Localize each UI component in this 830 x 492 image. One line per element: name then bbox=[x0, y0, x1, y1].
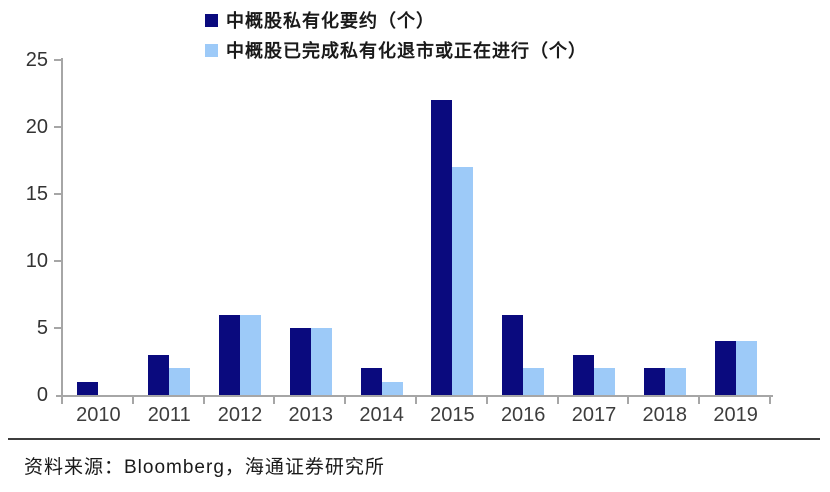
bar-offers-2017 bbox=[573, 354, 594, 395]
bar-completed-2015 bbox=[452, 167, 474, 395]
bar-offers-2019 bbox=[714, 341, 736, 395]
x-tick-label-2013: 2013 bbox=[288, 404, 334, 426]
x-tick-9 bbox=[698, 397, 701, 404]
bar-offers-2018 bbox=[643, 368, 665, 395]
chart-legend: 中概股私有化要约（个） 中概股已完成私有化退市或正在进行（个） bbox=[205, 10, 587, 70]
legend-item-offers: 中概股私有化要约（个） bbox=[205, 10, 587, 32]
y-tick-label-0: 0 bbox=[36, 384, 48, 406]
x-axis-line bbox=[56, 395, 773, 397]
bar-offers-2012 bbox=[219, 314, 240, 395]
bar-completed-2012 bbox=[240, 314, 261, 395]
bar-offers-2015 bbox=[431, 100, 453, 395]
y-tick-10 bbox=[54, 260, 62, 262]
y-tick-25 bbox=[54, 59, 62, 61]
y-tick-label-20: 20 bbox=[25, 116, 48, 138]
legend-item-completed: 中概股已完成私有化退市或正在进行（个） bbox=[205, 40, 587, 62]
bar-offers-2011 bbox=[148, 354, 170, 395]
x-tick-6 bbox=[485, 397, 488, 404]
legend-swatch-completed-icon bbox=[205, 44, 218, 57]
x-tick-label-2015: 2015 bbox=[430, 404, 475, 426]
x-tick-label-2017: 2017 bbox=[571, 404, 617, 426]
bar-offers-2010 bbox=[77, 381, 99, 395]
bar-completed-2016 bbox=[523, 368, 545, 395]
y-axis-line bbox=[61, 58, 63, 402]
source-note: 资料来源：Bloomberg，海通证券研究所 bbox=[24, 457, 385, 478]
x-tick-2 bbox=[202, 397, 205, 404]
bar-completed-2018 bbox=[664, 368, 686, 395]
y-tick-label-5: 5 bbox=[36, 317, 48, 339]
y-tick-5 bbox=[54, 327, 62, 329]
legend-label-completed: 中概股已完成私有化退市或正在进行（个） bbox=[226, 41, 587, 61]
bar-completed-2011 bbox=[169, 368, 191, 395]
x-tick-3 bbox=[273, 397, 276, 404]
x-tick-label-2019: 2019 bbox=[713, 404, 758, 426]
y-tick-label-25: 25 bbox=[25, 49, 48, 71]
bar-completed-2017 bbox=[594, 368, 615, 395]
x-tick-label-2012: 2012 bbox=[217, 404, 263, 426]
x-tick-1 bbox=[131, 397, 134, 404]
x-tick-label-2016: 2016 bbox=[500, 404, 546, 426]
x-tick-label-2018: 2018 bbox=[642, 404, 688, 426]
x-tick-label-2010: 2010 bbox=[76, 404, 121, 426]
legend-label-offers: 中概股私有化要约（个） bbox=[226, 11, 435, 31]
y-tick-15 bbox=[54, 193, 62, 195]
bar-completed-2019 bbox=[735, 341, 757, 395]
x-tick-4 bbox=[344, 397, 347, 404]
bar-completed-2013 bbox=[310, 328, 332, 395]
x-tick-5 bbox=[415, 397, 417, 404]
x-tick-10 bbox=[769, 397, 771, 404]
y-tick-label-10: 10 bbox=[25, 250, 48, 272]
x-tick-label-2011: 2011 bbox=[147, 404, 191, 426]
bar-offers-2013 bbox=[289, 328, 311, 395]
x-tick-7 bbox=[556, 397, 559, 404]
plot-area bbox=[54, 58, 773, 404]
bar-offers-2016 bbox=[502, 314, 524, 395]
bar-offers-2014 bbox=[360, 368, 382, 395]
footer-divider bbox=[8, 438, 820, 440]
x-tick-8 bbox=[627, 397, 630, 404]
y-tick-20 bbox=[54, 126, 62, 128]
x-tick-label-2014: 2014 bbox=[359, 404, 404, 426]
x-tick-0 bbox=[61, 397, 63, 404]
y-tick-label-15: 15 bbox=[25, 183, 48, 205]
legend-swatch-offers-icon bbox=[205, 14, 218, 27]
bar-completed-2014 bbox=[381, 381, 403, 395]
